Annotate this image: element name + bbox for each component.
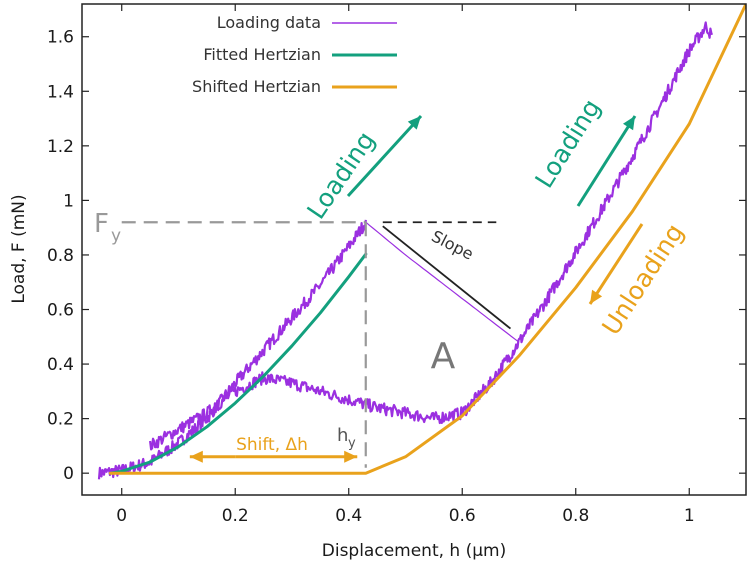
y-axis-label: Load, F (mN) — [9, 194, 29, 303]
loading-data-line — [461, 21, 713, 417]
y-tick-label: 0.8 — [47, 246, 74, 266]
y-tick-label: 1.6 — [47, 28, 74, 48]
shift-arrow-left-head — [189, 450, 203, 463]
y-tick-label: 1.2 — [47, 137, 74, 157]
unloading-arrow-shaft — [588, 223, 644, 305]
slope-label: Slope — [428, 227, 476, 264]
legend-label: Shifted Hertzian — [192, 77, 321, 96]
loading-right-arrow-head — [623, 116, 635, 131]
shifted-hertzian-line — [108, 4, 746, 475]
x-tick-label: 0.4 — [335, 506, 362, 526]
y-tick-label: 0.6 — [47, 301, 74, 321]
y-tick-label: 0 — [63, 464, 74, 484]
x-tick-label: 0.2 — [222, 506, 249, 526]
legend: Loading data Fitted Hertzian Shifted Hertz… — [192, 13, 397, 96]
loading-data-line — [97, 219, 367, 480]
hy-subscript: y — [348, 436, 356, 451]
x-tick-label: 0.8 — [562, 506, 589, 526]
x-axis-label: Displacement, h (μm) — [322, 541, 507, 561]
slope-line — [382, 225, 512, 330]
y-tick-label: 1 — [63, 191, 74, 211]
fy-label: F — [94, 209, 109, 239]
area-label: A — [431, 336, 456, 377]
loading-left-arrow-shaft — [346, 114, 423, 198]
x-tick-label: 0.6 — [449, 506, 476, 526]
fy-subscript: y — [111, 226, 121, 246]
hy-label: h — [337, 425, 348, 446]
y-tick-label: 0.4 — [47, 355, 74, 375]
legend-label: Fitted Hertzian — [203, 45, 321, 64]
fitted-hertzian-line — [108, 252, 368, 475]
axis-layer: 0 0.2 0.4 0.6 0.8 1 0 0.2 0.4 0.6 0.8 1 1.2 1.4 1.6 — [47, 4, 746, 526]
x-tick-label: 0 — [116, 506, 127, 526]
unloading-arrow-head — [590, 289, 603, 304]
loading-right-arrow-shaft — [576, 115, 637, 207]
shift-label: Shift, Δh — [236, 435, 308, 455]
shift-arrow-right-head — [344, 450, 358, 463]
plot-frame — [81, 3, 747, 496]
x-tick-label: 1 — [684, 506, 695, 526]
loading-data-line — [149, 371, 464, 451]
legend-label: Loading data — [217, 13, 321, 32]
y-tick-label: 1.4 — [47, 82, 74, 102]
unloading-label: Unloading — [596, 219, 689, 341]
data-layer — [97, 4, 746, 480]
y-tick-label: 0.2 — [47, 410, 74, 430]
loading-left-arrow-head — [407, 116, 421, 130]
loading-data-line — [365, 221, 520, 343]
